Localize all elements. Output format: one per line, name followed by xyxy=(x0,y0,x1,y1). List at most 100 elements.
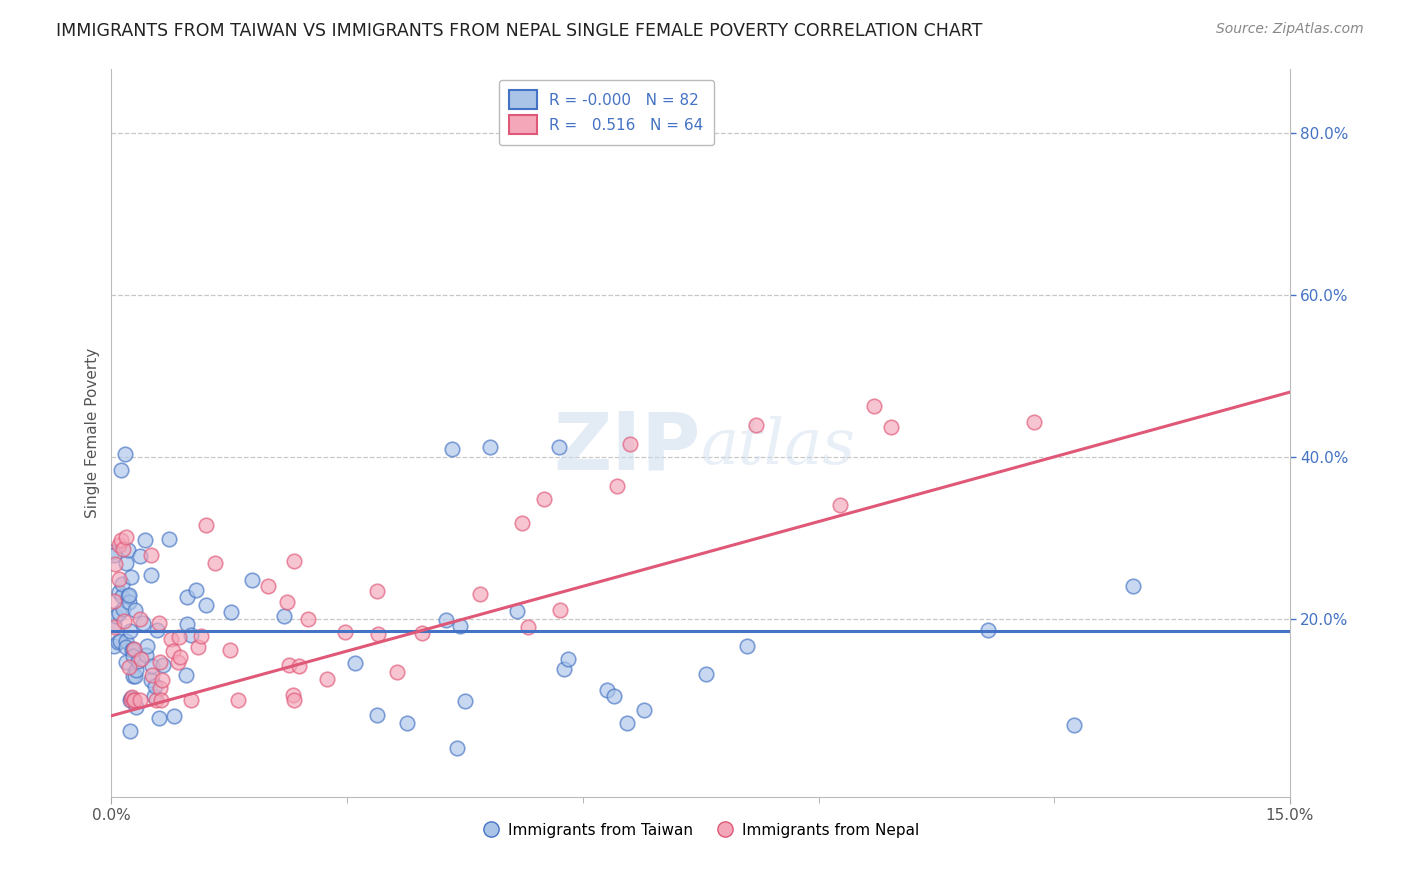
Point xyxy=(111,576,134,591)
Point xyxy=(219,643,242,657)
Point xyxy=(115,640,138,654)
Point xyxy=(115,556,138,570)
Point xyxy=(533,491,555,506)
Point xyxy=(142,689,165,703)
Point xyxy=(132,615,155,630)
Point xyxy=(735,639,758,653)
Point xyxy=(125,663,148,677)
Point xyxy=(110,590,132,604)
Point xyxy=(149,655,172,669)
Point xyxy=(194,598,217,612)
Point xyxy=(127,654,149,668)
Point xyxy=(830,498,852,512)
Point xyxy=(115,530,138,544)
Point xyxy=(103,618,125,632)
Point xyxy=(411,626,433,640)
Point xyxy=(616,715,638,730)
Point xyxy=(446,741,468,756)
Point xyxy=(118,588,141,602)
Point xyxy=(103,548,125,562)
Text: ZIP: ZIP xyxy=(554,409,700,486)
Point xyxy=(110,463,132,477)
Point xyxy=(468,587,491,601)
Point xyxy=(288,658,311,673)
Point xyxy=(633,703,655,717)
Point xyxy=(169,650,191,665)
Point xyxy=(129,549,152,563)
Point xyxy=(103,594,125,608)
Point xyxy=(121,690,143,704)
Point xyxy=(120,691,142,706)
Point xyxy=(139,548,162,562)
Point xyxy=(695,667,717,681)
Point xyxy=(103,620,125,634)
Point xyxy=(107,607,129,621)
Point xyxy=(117,543,139,558)
Point xyxy=(117,589,139,603)
Point xyxy=(111,541,134,556)
Point xyxy=(619,437,641,451)
Point xyxy=(108,585,131,599)
Point xyxy=(316,672,339,686)
Point xyxy=(603,690,626,704)
Point xyxy=(141,658,163,673)
Point xyxy=(176,591,198,605)
Point xyxy=(135,648,157,662)
Point xyxy=(557,651,579,665)
Point xyxy=(553,663,575,677)
Point xyxy=(366,707,388,722)
Point xyxy=(184,582,207,597)
Point xyxy=(367,627,389,641)
Point xyxy=(343,657,366,671)
Text: IMMIGRANTS FROM TAIWAN VS IMMIGRANTS FROM NEPAL SINGLE FEMALE POVERTY CORRELATIO: IMMIGRANTS FROM TAIWAN VS IMMIGRANTS FRO… xyxy=(56,22,983,40)
Point xyxy=(157,532,180,546)
Point xyxy=(440,442,463,456)
Point xyxy=(596,682,619,697)
Point xyxy=(150,692,173,706)
Point xyxy=(152,657,174,672)
Point xyxy=(143,679,166,693)
Point xyxy=(125,699,148,714)
Point xyxy=(115,655,138,669)
Legend: R = -0.000   N = 82, R =   0.516   N = 64: R = -0.000 N = 82, R = 0.516 N = 64 xyxy=(499,79,714,145)
Point xyxy=(146,623,169,637)
Point xyxy=(977,623,1000,637)
Point xyxy=(107,572,129,586)
Point xyxy=(101,545,124,559)
Point xyxy=(297,612,319,626)
Point xyxy=(190,629,212,643)
Point xyxy=(879,419,901,434)
Point xyxy=(385,665,408,680)
Point xyxy=(276,595,298,609)
Point xyxy=(479,440,502,454)
Point xyxy=(118,595,141,609)
Point xyxy=(141,668,163,682)
Point xyxy=(548,440,571,454)
Point xyxy=(122,669,145,683)
Point xyxy=(134,533,156,548)
Point xyxy=(449,619,471,633)
Point xyxy=(366,583,388,598)
Point xyxy=(122,692,145,706)
Point xyxy=(283,689,305,703)
Point xyxy=(510,516,533,530)
Point xyxy=(277,658,299,673)
Point xyxy=(606,478,628,492)
Point xyxy=(167,655,190,669)
Point xyxy=(516,619,538,633)
Point xyxy=(226,692,249,706)
Point xyxy=(150,673,173,687)
Point xyxy=(104,558,127,572)
Point xyxy=(257,579,280,593)
Point xyxy=(221,605,243,619)
Point xyxy=(122,642,145,657)
Point xyxy=(174,668,197,682)
Point xyxy=(121,641,143,656)
Point xyxy=(128,612,150,626)
Point xyxy=(159,632,181,647)
Point xyxy=(454,694,477,708)
Point xyxy=(395,715,418,730)
Point xyxy=(240,573,263,587)
Point xyxy=(141,568,163,582)
Point xyxy=(108,634,131,648)
